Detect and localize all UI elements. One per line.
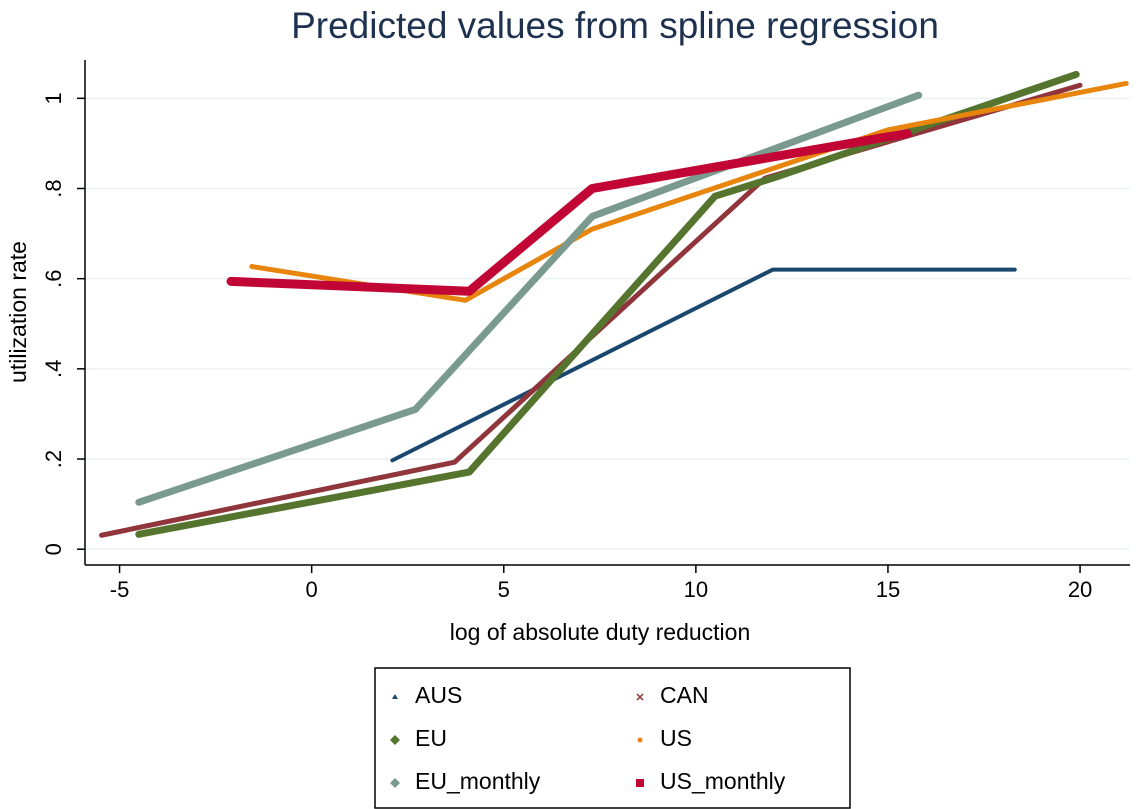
legend-marker xyxy=(392,694,398,699)
series-line xyxy=(99,82,1083,538)
x-tick-label: 15 xyxy=(876,577,900,602)
legend-marker xyxy=(390,735,400,745)
y-tick-label: 1 xyxy=(41,92,66,104)
legend-label: US xyxy=(660,725,692,751)
legend-marker xyxy=(636,693,644,701)
x-tick-label: 20 xyxy=(1068,577,1092,602)
legend-label: US_monthly xyxy=(660,768,786,794)
series-line xyxy=(226,128,912,296)
series-line xyxy=(390,267,1017,463)
y-tick-label: .6 xyxy=(41,270,66,288)
legend-label: AUS xyxy=(415,682,462,708)
y-tick-label: .2 xyxy=(41,450,66,468)
x-tick-label: 10 xyxy=(684,577,708,602)
legend-label: EU_monthly xyxy=(415,768,541,794)
y-tick-label: .8 xyxy=(41,179,66,197)
chart-title: Predicted values from spline regression xyxy=(291,5,939,46)
legend-box xyxy=(374,667,851,809)
x-tick-label: 5 xyxy=(498,577,510,602)
legend-marker xyxy=(637,737,643,743)
y-tick-label: 0 xyxy=(41,543,66,555)
legend-label: CAN xyxy=(660,682,709,708)
legend-label: EU xyxy=(415,725,447,751)
y-axis-label: utilization rate xyxy=(5,241,31,383)
x-axis-label: log of absolute duty reduction xyxy=(450,619,750,645)
series-line xyxy=(135,70,1080,538)
y-tick-label: .4 xyxy=(41,360,66,378)
x-tick-label: -5 xyxy=(110,577,130,602)
legend-marker xyxy=(636,779,644,787)
legend-marker xyxy=(390,778,400,788)
x-tick-label: 0 xyxy=(306,577,318,602)
